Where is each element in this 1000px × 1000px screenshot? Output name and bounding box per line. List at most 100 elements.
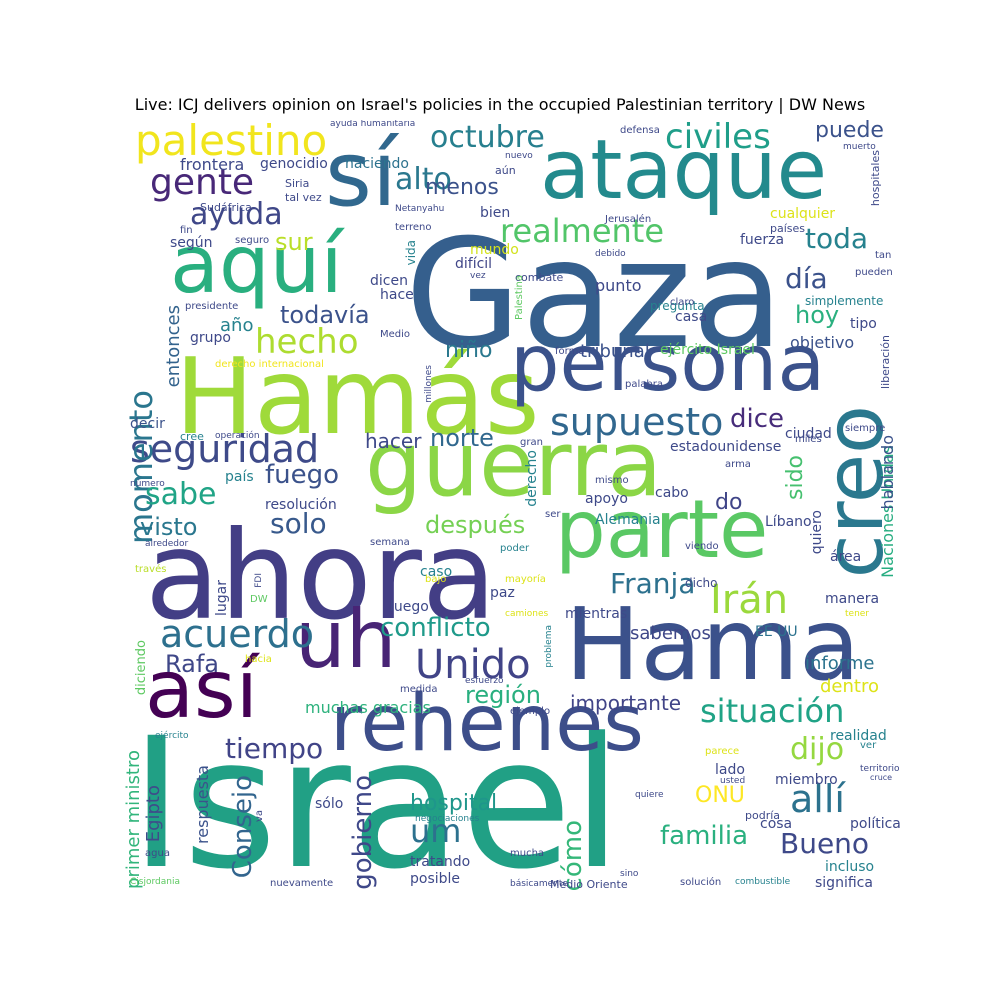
cloud-word: liberación [879, 335, 892, 389]
cloud-word: dijo [790, 732, 845, 767]
cloud-word: tal vez [285, 191, 322, 204]
cloud-word: octubre [430, 120, 545, 155]
cloud-word: um [410, 812, 462, 850]
cloud-word: ejército [155, 731, 189, 741]
cloud-word: siempre [845, 423, 886, 434]
cloud-word: acuerdo [160, 612, 314, 656]
cloud-word: entonces [163, 305, 184, 388]
cloud-word: vida [404, 240, 418, 266]
cloud-word: sido [783, 455, 808, 500]
cloud-word: ejemplo [510, 706, 551, 717]
cloud-word: palestino [135, 120, 328, 165]
cloud-word: tiempo [225, 732, 324, 765]
cloud-word: miles [795, 434, 822, 445]
cloud-word: vez [470, 271, 486, 281]
cloud-word: sur [275, 228, 313, 256]
cloud-word: fuego [265, 460, 340, 490]
cloud-word: Gaza [405, 208, 784, 382]
cloud-word: va [254, 810, 265, 823]
cloud-word: bien [480, 205, 511, 221]
cloud-word: lugar [214, 580, 230, 616]
cloud-word: mismo [595, 475, 629, 486]
cloud-word: derecho [524, 450, 540, 507]
cloud-word: nuevamente [270, 878, 334, 889]
cloud-word: significa [815, 875, 873, 890]
cloud-word: fuerza [740, 232, 785, 248]
cloud-word: Rafa [165, 650, 220, 678]
cloud-word: hacia [245, 654, 272, 665]
cloud-word: dice [730, 404, 785, 434]
cloud-word: presidente [185, 301, 239, 312]
cloud-word: mientras [565, 606, 628, 622]
cloud-word: posible [410, 871, 461, 887]
cloud-word: paz [490, 585, 515, 601]
cloud-word: usted [720, 776, 746, 786]
cloud-word: ser [545, 509, 561, 520]
cloud-word: hecho [255, 322, 359, 362]
cloud-word: muchas gracias [305, 698, 431, 717]
cloud-word: ciudad [785, 426, 832, 442]
cloud-word: EE UU [755, 624, 798, 640]
cloud-word: agua [145, 848, 170, 859]
cloud-word: Hama [565, 586, 861, 703]
cloud-word: punto [595, 276, 642, 295]
cloud-word: luego [390, 599, 429, 615]
cloud-word: fin [180, 225, 193, 236]
cloud-word: objetivo [790, 333, 855, 352]
cloud-word: manera [825, 591, 880, 607]
cloud-word: ONU [695, 783, 745, 808]
cloud-word: Consejo [228, 775, 258, 879]
cloud-word: diciendo [134, 640, 149, 696]
cloud-word: cualquier [770, 206, 836, 222]
cloud-word: Jerusalén [605, 214, 652, 225]
cloud-word: sólo [315, 796, 344, 812]
cloud-word: persona [510, 319, 826, 409]
cloud-word: tan [875, 250, 892, 261]
cloud-word: sabemos [630, 623, 711, 644]
cloud-word: decir [130, 416, 165, 432]
cloud-word: niño [445, 338, 493, 363]
cloud-word: Israel [130, 700, 622, 891]
cloud-word: territorio [860, 764, 900, 774]
cloud-word: número [130, 479, 165, 489]
cloud-word: apoyo [585, 491, 628, 507]
cloud-word: semana [370, 537, 410, 548]
cloud-word: genocidio [260, 156, 328, 172]
cloud-word: hospital [410, 791, 498, 816]
cloud-word: problema [544, 625, 554, 668]
cloud-word: área [830, 549, 862, 565]
cloud-word: Palestina [514, 275, 525, 321]
cloud-word: alto [395, 162, 452, 197]
cloud-word: puede [815, 120, 884, 143]
cloud-word: Medio [380, 329, 411, 340]
cloud-word: quiere [635, 790, 664, 800]
cloud-word: DW [250, 594, 268, 605]
cloud-word: hacer [365, 429, 422, 453]
cloud-word: derecho internacional [215, 359, 324, 370]
cloud-word: gobierno [348, 775, 378, 890]
cloud-word: Egipto [143, 785, 164, 843]
cloud-word: conflicto [380, 613, 491, 643]
cloud-word: informe [805, 653, 875, 674]
cloud-word: millones [424, 365, 434, 403]
cloud-word: claro [670, 297, 695, 308]
cloud-word: cree [180, 430, 204, 443]
cloud-word: Alemania [595, 512, 661, 528]
cloud-word: mayoría [505, 574, 546, 585]
cloud-word: dicen [370, 273, 408, 289]
cloud-word: norte [430, 424, 494, 452]
cloud-word: según [170, 235, 213, 251]
cloud-word: mucha [510, 848, 545, 859]
cloud-word: tener [845, 609, 870, 619]
cloud-word: tratando [410, 854, 471, 870]
cloud-word: esfuerzo [465, 676, 504, 686]
cloud-word: parece [705, 746, 740, 757]
cloud-word: alrededor [145, 539, 189, 549]
cloud-word: forma [555, 346, 585, 357]
cloud-word: poder [500, 543, 530, 554]
cloud-word: pregunta [650, 299, 705, 313]
cloud-word: ver [860, 740, 877, 751]
cloud-word: Netanyahu [395, 204, 445, 214]
cloud-word: defensa [620, 125, 660, 136]
cloud-word: hospitales [869, 150, 882, 207]
